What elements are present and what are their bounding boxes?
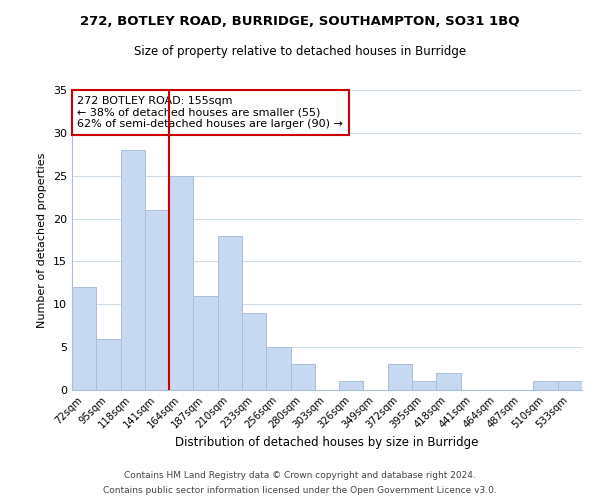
Text: 272 BOTLEY ROAD: 155sqm
← 38% of detached houses are smaller (55)
62% of semi-de: 272 BOTLEY ROAD: 155sqm ← 38% of detache… xyxy=(77,96,343,129)
Bar xyxy=(388,364,412,390)
Bar xyxy=(72,287,96,390)
Bar xyxy=(436,373,461,390)
Bar xyxy=(193,296,218,390)
Bar xyxy=(96,338,121,390)
Bar xyxy=(412,382,436,390)
Bar xyxy=(242,313,266,390)
Bar xyxy=(145,210,169,390)
Text: 272, BOTLEY ROAD, BURRIDGE, SOUTHAMPTON, SO31 1BQ: 272, BOTLEY ROAD, BURRIDGE, SOUTHAMPTON,… xyxy=(80,15,520,28)
Bar xyxy=(290,364,315,390)
Y-axis label: Number of detached properties: Number of detached properties xyxy=(37,152,47,328)
Bar xyxy=(533,382,558,390)
X-axis label: Distribution of detached houses by size in Burridge: Distribution of detached houses by size … xyxy=(175,436,479,449)
Bar xyxy=(558,382,582,390)
Bar xyxy=(339,382,364,390)
Bar xyxy=(169,176,193,390)
Bar xyxy=(266,347,290,390)
Text: Size of property relative to detached houses in Burridge: Size of property relative to detached ho… xyxy=(134,45,466,58)
Bar xyxy=(121,150,145,390)
Text: Contains HM Land Registry data © Crown copyright and database right 2024.: Contains HM Land Registry data © Crown c… xyxy=(124,471,476,480)
Text: Contains public sector information licensed under the Open Government Licence v3: Contains public sector information licen… xyxy=(103,486,497,495)
Bar xyxy=(218,236,242,390)
